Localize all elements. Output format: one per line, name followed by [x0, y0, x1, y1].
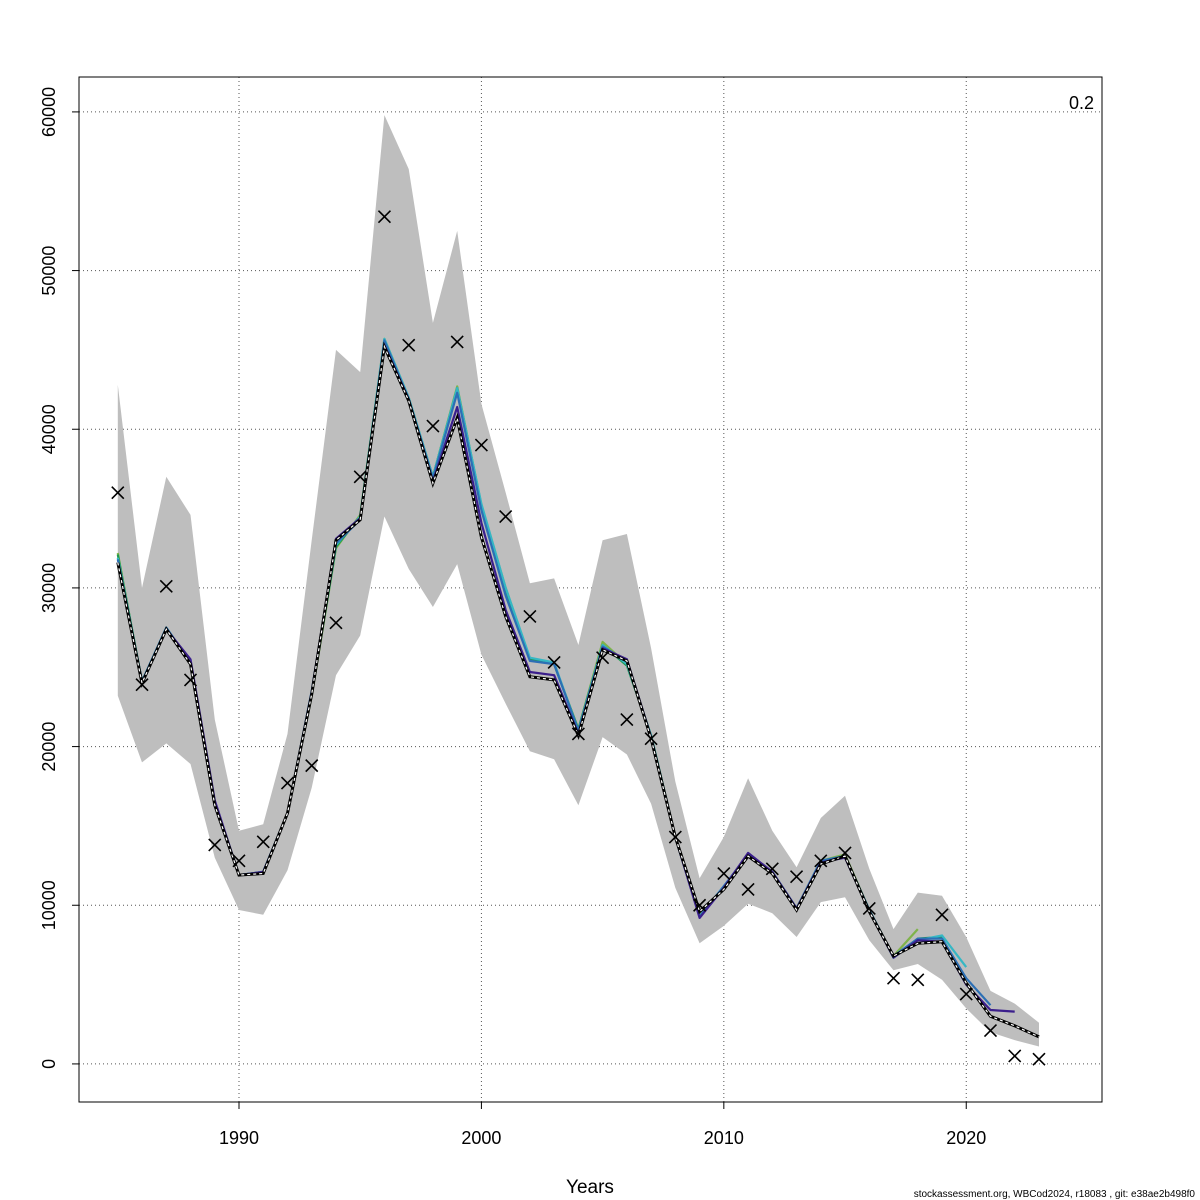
observation-point	[717, 866, 731, 881]
observation-point	[886, 971, 901, 985]
observation-point	[620, 713, 634, 727]
x-axis-title: Years	[566, 1177, 614, 1198]
footer-note: stockassessment.org, WBCod2024, r18083 ,…	[914, 1189, 1196, 1200]
observation-point	[523, 609, 537, 624]
observation-point	[547, 655, 561, 670]
y-tick-label: 40000	[39, 404, 59, 454]
observation-point	[402, 338, 416, 352]
y-tick-label: 20000	[39, 722, 59, 772]
observation-point	[838, 846, 852, 860]
observation-point	[329, 616, 343, 630]
x-tick-label: 1990	[219, 1128, 259, 1148]
observation-point	[183, 673, 198, 687]
observation-point	[741, 882, 755, 896]
observation-point	[814, 854, 828, 868]
observation-point	[571, 727, 585, 741]
observation-point	[499, 509, 513, 524]
observation-point	[305, 759, 319, 773]
y-tick-label: 10000	[39, 880, 59, 930]
observation-point	[668, 830, 682, 844]
observation-point	[983, 1024, 998, 1038]
series-lines	[116, 337, 1040, 1039]
y-tick-label: 0	[39, 1059, 59, 1069]
observation-point	[959, 987, 973, 1001]
observation-point	[765, 862, 779, 876]
observation-point	[353, 470, 367, 484]
x-tick-label: 2020	[946, 1128, 986, 1148]
observation-point	[450, 335, 464, 349]
observation-point	[911, 973, 925, 987]
observation-point	[862, 901, 876, 915]
observation-markers	[111, 210, 1046, 1066]
observation-point	[644, 732, 658, 746]
x-axis: 1990 2000 2010 2020	[219, 1102, 986, 1148]
observation-point	[1008, 1049, 1022, 1063]
observation-point	[159, 579, 173, 593]
plot-frame	[78, 76, 1103, 1103]
observation-point	[1032, 1052, 1046, 1066]
y-axis: 0 10000 20000 30000 40000 50000 60000	[39, 87, 79, 1069]
observation-point	[474, 438, 488, 452]
observation-point	[111, 486, 125, 500]
observation-point	[693, 898, 707, 912]
observation-point	[280, 776, 295, 790]
observation-point	[596, 651, 610, 665]
observation-point	[232, 854, 246, 868]
observation-point	[377, 210, 392, 224]
corner-label: 0.2	[1069, 93, 1094, 113]
observation-point	[256, 835, 270, 849]
estimate-line-dash	[117, 344, 1040, 1038]
observation-point	[135, 678, 149, 692]
observation-point	[208, 838, 222, 852]
y-tick-label: 50000	[39, 246, 59, 296]
y-tick-label: 30000	[39, 563, 59, 613]
observation-point	[789, 870, 804, 884]
x-tick-label: 2010	[704, 1128, 744, 1148]
confidence-band	[117, 115, 1040, 1047]
observation-point	[426, 419, 440, 433]
observation-point	[935, 908, 949, 922]
x-tick-label: 2000	[461, 1128, 501, 1148]
y-tick-label: 60000	[39, 87, 59, 137]
